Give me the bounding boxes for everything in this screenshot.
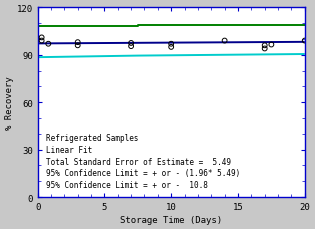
- Point: [169, 46, 174, 49]
- Point: [262, 47, 267, 51]
- Point: [39, 36, 44, 40]
- Point: [302, 40, 307, 43]
- Point: [262, 44, 267, 48]
- X-axis label: Storage Time (Days): Storage Time (Days): [120, 215, 222, 224]
- Point: [46, 43, 51, 46]
- Y-axis label: % Recovery: % Recovery: [5, 76, 14, 130]
- Point: [222, 40, 227, 43]
- Point: [75, 41, 80, 45]
- Text: Refrigerated Samples
Linear Fit
Total Standard Error of Estimate =  5.49
95% Con: Refrigerated Samples Linear Fit Total St…: [46, 134, 240, 189]
- Point: [129, 45, 134, 49]
- Point: [129, 42, 134, 46]
- Point: [75, 44, 80, 48]
- Point: [269, 44, 274, 47]
- Point: [169, 43, 174, 46]
- Point: [39, 40, 44, 43]
